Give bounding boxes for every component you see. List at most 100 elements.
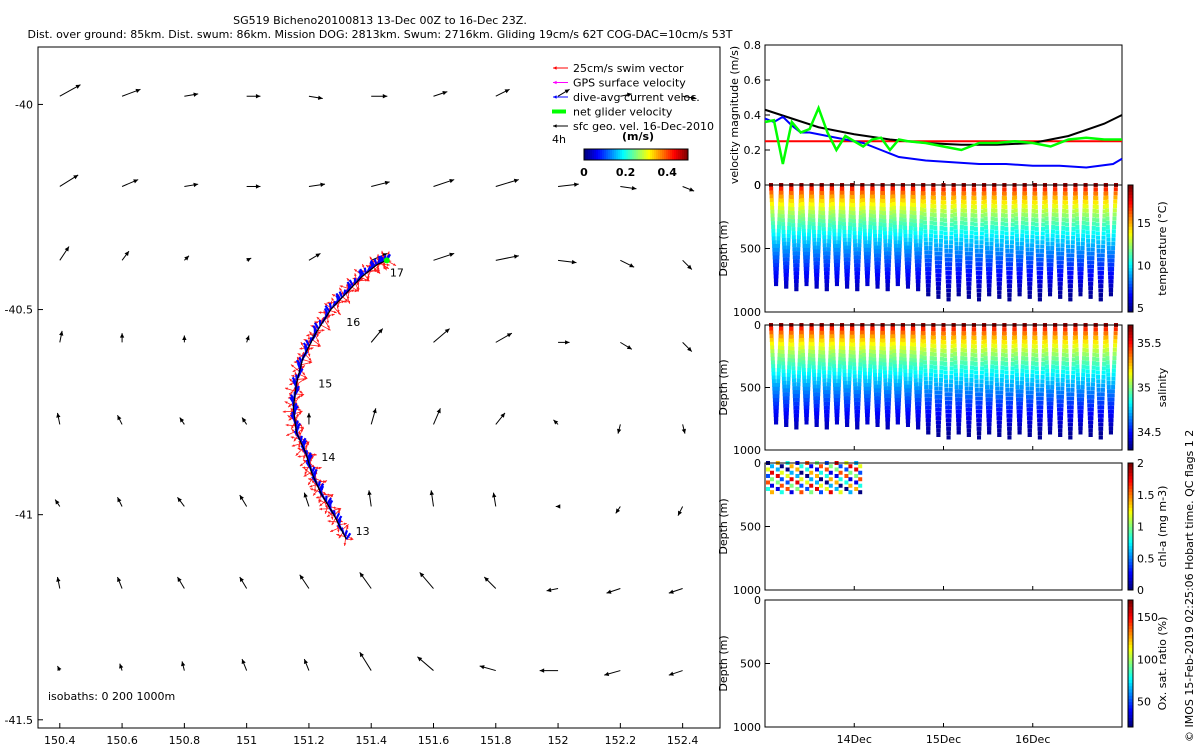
- temperature-sample: [1044, 208, 1049, 213]
- temperature-sample: [1010, 231, 1015, 236]
- salinity-sample: [1090, 382, 1095, 387]
- temperature-sample: [1040, 248, 1045, 253]
- salinity-sample: [1065, 366, 1070, 371]
- salinity-sample: [1033, 327, 1038, 332]
- temperature-sample: [1005, 253, 1010, 258]
- temperature-sample: [931, 195, 936, 200]
- salinity-sample: [937, 420, 942, 425]
- temperature-sample: [1112, 216, 1117, 221]
- temperature-sample: [848, 218, 853, 223]
- temperature-sample: [883, 247, 888, 252]
- salinity-sample: [779, 334, 784, 339]
- temperature-sample: [887, 243, 892, 248]
- temperature-sample: [920, 207, 925, 212]
- salinity-sample: [770, 353, 775, 357]
- salinity-sample: [832, 375, 837, 380]
- temperature-sample: [791, 219, 796, 224]
- swim-vector-head: [345, 524, 349, 528]
- geo-velocity-vector: [495, 254, 519, 261]
- salinity-sample: [960, 356, 965, 361]
- temperature-sample: [876, 272, 881, 277]
- temperature-sample: [911, 195, 916, 200]
- salinity-sample: [857, 386, 862, 391]
- legend-label: dive-avg current veloc.: [573, 91, 700, 104]
- map-y-tick-label: -40: [15, 98, 33, 111]
- salinity-sample: [897, 386, 902, 391]
- temperature-sample: [1111, 246, 1116, 251]
- salinity-sample: [796, 382, 801, 387]
- legend-label: GPS surface velocity: [573, 77, 686, 90]
- salinity-sample: [1058, 416, 1063, 421]
- salinity-sample: [1039, 392, 1044, 397]
- salinity-sample: [922, 351, 927, 356]
- temperature-sample: [853, 247, 858, 252]
- temperature-sample: [884, 263, 889, 268]
- geo-velocity-vector: [121, 88, 141, 97]
- salinity-sample: [1074, 343, 1079, 348]
- temperature-sample: [781, 233, 786, 238]
- geo-velocity-vector: [121, 179, 139, 187]
- salinity-sample: [968, 390, 973, 395]
- geo-velocity-vector-head: [124, 251, 129, 257]
- salinity-sample: [1029, 399, 1034, 404]
- swim-vector-head: [319, 479, 323, 482]
- temperature-sample: [887, 259, 892, 264]
- salinity-sample: [1028, 420, 1033, 425]
- salinity-sample: [793, 397, 798, 402]
- temperature-sample: [934, 247, 939, 252]
- temperature-sample: [994, 225, 999, 230]
- temperature-sample: [812, 249, 817, 254]
- temperature-sample: [1099, 288, 1104, 293]
- salinity-sample: [876, 399, 881, 404]
- salinity-sample: [887, 382, 892, 387]
- salinity-sample: [821, 350, 826, 355]
- salinity-sample: [788, 346, 793, 351]
- temperature-sample: [899, 217, 904, 222]
- temperature-sample: [852, 231, 857, 236]
- temperature-sample: [1091, 234, 1096, 239]
- temperature-colorbar-cell: [1128, 185, 1133, 189]
- salinity-sample: [954, 380, 959, 385]
- temperature-sample: [841, 222, 846, 227]
- temperature-sample: [1055, 230, 1060, 235]
- swim-vector: [333, 306, 341, 316]
- salinity-sample: [860, 330, 865, 335]
- temperature-sample: [1068, 297, 1073, 302]
- salinity-sample: [993, 344, 998, 349]
- salinity-sample: [1089, 424, 1094, 429]
- salinity-sample: [946, 426, 951, 431]
- swim-vector-head: [284, 401, 288, 404]
- salinity-sample: [786, 384, 791, 389]
- salinity-sample: [806, 375, 811, 380]
- temperature-sample: [1054, 208, 1059, 213]
- salinity-sample: [831, 353, 836, 357]
- temperature-sample: [776, 236, 781, 241]
- temperature-sample: [817, 225, 822, 230]
- salinity-sample: [1094, 335, 1099, 340]
- geo-velocity-vector: [668, 670, 683, 676]
- salinity-sample: [942, 353, 947, 358]
- temperature-sample: [785, 265, 790, 270]
- salinity-sample: [957, 418, 962, 423]
- salinity-sample: [923, 376, 928, 381]
- salinity-sample: [876, 407, 881, 412]
- temperature-sample: [935, 268, 940, 273]
- salinity-sample: [919, 362, 924, 367]
- salinity-sample: [1050, 368, 1055, 373]
- temperature-sample: [845, 276, 850, 281]
- salinity-sample: [1078, 430, 1083, 435]
- salinity-sample: [816, 380, 821, 385]
- temperature-sample: [1110, 262, 1115, 267]
- temperature-colorbar-cell: [1128, 235, 1133, 240]
- temperature-sample: [902, 222, 907, 227]
- salinity-sample: [892, 364, 897, 369]
- swim-vector-head: [315, 496, 319, 499]
- salinity-sample: [1033, 335, 1038, 340]
- temperature-sample: [796, 251, 801, 256]
- colorbar-cell: [614, 149, 617, 160]
- salinity-sample: [1078, 426, 1083, 431]
- salinity-sample: [863, 375, 868, 380]
- temperature-sample: [804, 274, 809, 279]
- salinity-sample: [994, 365, 999, 370]
- salinity-sample: [923, 368, 928, 373]
